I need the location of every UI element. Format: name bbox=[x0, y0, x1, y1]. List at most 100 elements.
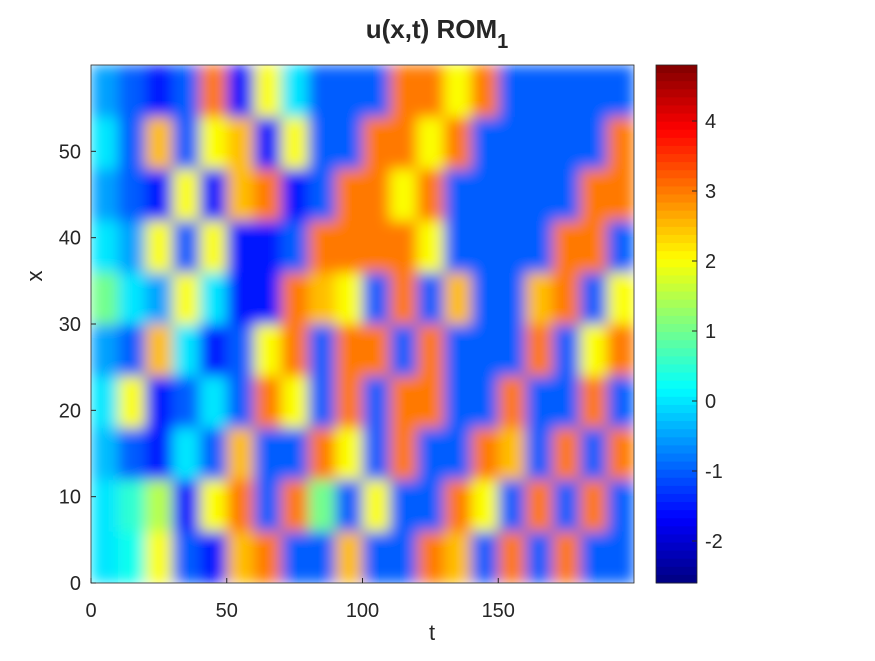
heatmap-cell bbox=[308, 375, 336, 429]
heatmap-cell bbox=[443, 479, 472, 532]
heatmap-cell bbox=[226, 479, 255, 532]
heatmap-cell bbox=[443, 531, 472, 583]
heatmap-cell bbox=[498, 479, 526, 532]
colorbar-step bbox=[656, 154, 697, 163]
heatmap-cell bbox=[606, 116, 634, 170]
heatmap-cell bbox=[362, 116, 391, 170]
heatmap-cell bbox=[199, 531, 228, 583]
heatmap-cell bbox=[552, 65, 581, 118]
y-tick-label: 20 bbox=[59, 400, 81, 422]
heatmap-cell bbox=[579, 272, 608, 325]
colorbar-step bbox=[656, 332, 697, 341]
colorbar-step bbox=[656, 388, 697, 398]
heatmap-cell bbox=[525, 272, 554, 325]
heatmap-cell bbox=[606, 324, 634, 377]
chart-title: u(x,t) ROM1 bbox=[366, 14, 509, 53]
heatmap-cell bbox=[416, 272, 445, 325]
heatmap-cell bbox=[118, 65, 146, 118]
colorbar-step bbox=[656, 534, 697, 544]
heatmap-cell bbox=[118, 531, 146, 583]
colorbar-step bbox=[656, 105, 697, 115]
colorbar-step bbox=[656, 348, 697, 357]
title-subscript: 1 bbox=[497, 31, 508, 53]
heatmap-cell bbox=[552, 168, 581, 221]
colorbar-step bbox=[656, 453, 697, 463]
heatmap bbox=[91, 65, 634, 583]
colorbar-step bbox=[656, 89, 697, 98]
colorbar-step bbox=[656, 267, 697, 276]
heatmap-cell bbox=[91, 531, 119, 583]
heatmap-cell bbox=[498, 375, 526, 429]
colorbar-step bbox=[656, 485, 697, 495]
heatmap-cell bbox=[606, 168, 634, 221]
heatmap-cell bbox=[172, 116, 201, 170]
heatmap-cell bbox=[281, 531, 309, 583]
heatmap-cell bbox=[172, 375, 201, 429]
heatmap-cell bbox=[498, 272, 526, 325]
colorbar-step bbox=[656, 283, 697, 293]
heatmap-cell bbox=[362, 531, 391, 583]
heatmap-cell bbox=[226, 272, 255, 325]
heatmap-cell bbox=[118, 324, 146, 377]
colorbar-step bbox=[656, 380, 697, 390]
colorbar-tick-label: 2 bbox=[705, 251, 716, 273]
heatmap-cell bbox=[362, 272, 391, 325]
heatmap-cell bbox=[552, 220, 581, 273]
heatmap-cell bbox=[579, 427, 608, 480]
heatmap-cell bbox=[471, 479, 499, 532]
heatmap-cell bbox=[226, 168, 255, 221]
heatmap-cell bbox=[579, 116, 608, 170]
heatmap-cell bbox=[579, 375, 608, 429]
heatmap-cell bbox=[145, 479, 173, 532]
heatmap-cell bbox=[362, 375, 391, 429]
heatmap-cell bbox=[362, 168, 391, 221]
heatmap-cell bbox=[145, 427, 173, 480]
colorbar-step bbox=[656, 437, 697, 446]
colorbar-step bbox=[656, 97, 697, 106]
heatmap-cell bbox=[416, 427, 445, 480]
heatmap-cell bbox=[199, 479, 228, 532]
heatmap-cell bbox=[471, 65, 499, 118]
heatmap-cell bbox=[471, 324, 499, 377]
colorbar-step bbox=[656, 510, 697, 519]
heatmap-cell bbox=[362, 220, 391, 273]
heatmap-cell bbox=[118, 375, 146, 429]
heatmap-cell bbox=[172, 427, 201, 480]
heatmap-cell bbox=[443, 272, 472, 325]
heatmap-cell bbox=[253, 531, 282, 583]
heatmap-cell bbox=[579, 65, 608, 118]
heatmap-cell bbox=[552, 324, 581, 377]
colorbar-tick-label: 3 bbox=[705, 181, 716, 203]
heatmap-cell bbox=[443, 375, 472, 429]
heatmap-cell bbox=[308, 220, 336, 273]
y-tick-label: 10 bbox=[59, 487, 81, 509]
heatmap-cell bbox=[443, 427, 472, 480]
heatmap-cell bbox=[416, 220, 445, 273]
heatmap-cell bbox=[253, 65, 282, 118]
heatmap-cell bbox=[199, 220, 228, 273]
heatmap-cell bbox=[471, 168, 499, 221]
colorbar-step bbox=[656, 413, 697, 422]
heatmap-cell bbox=[498, 65, 526, 118]
heatmap-cell bbox=[525, 531, 554, 583]
colorbar-step bbox=[656, 566, 697, 576]
heatmap-cell bbox=[552, 427, 581, 480]
colorbar-step bbox=[656, 81, 697, 90]
heatmap-cell bbox=[253, 324, 282, 377]
heatmap-cell bbox=[281, 375, 309, 429]
x-tick-label: 100 bbox=[346, 600, 379, 622]
heatmap-cell bbox=[525, 375, 554, 429]
heatmap-cell bbox=[308, 65, 336, 118]
heatmap-cell bbox=[145, 168, 173, 221]
heatmap-cell bbox=[308, 116, 336, 170]
heatmap-cell bbox=[579, 531, 608, 583]
heatmap-cell bbox=[416, 116, 445, 170]
heatmap-cell bbox=[443, 324, 472, 377]
heatmap-cell bbox=[308, 324, 336, 377]
heatmap-cell bbox=[118, 272, 146, 325]
heatmap-cell bbox=[525, 65, 554, 118]
heatmap-cell bbox=[145, 220, 173, 273]
colorbar-step bbox=[656, 162, 697, 171]
heatmap-cell bbox=[552, 375, 581, 429]
heatmap-cell bbox=[498, 168, 526, 221]
